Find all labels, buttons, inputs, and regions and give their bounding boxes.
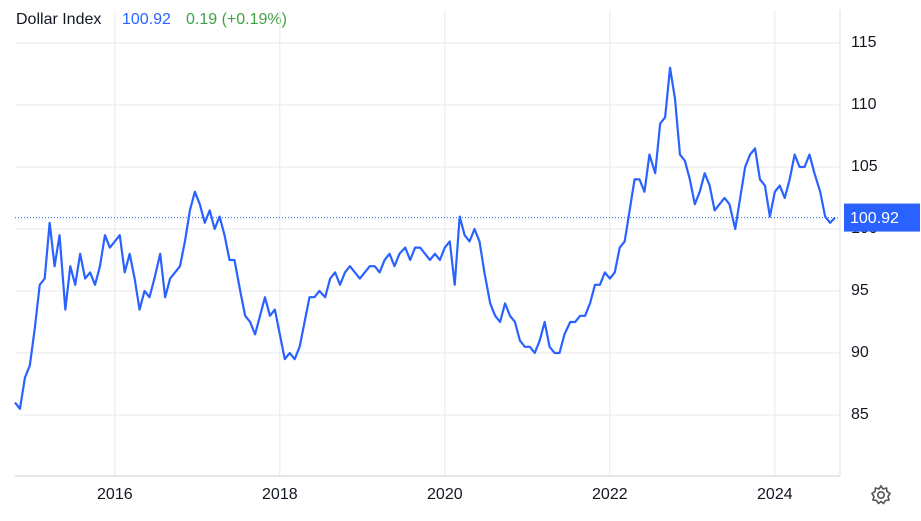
x-tick-label: 2020 [427,486,463,503]
title-change: 0.19 (+0.19%) [186,11,287,28]
y-tick-label: 105 [851,158,878,175]
x-tick-label: 2018 [262,486,298,503]
last-value-box [844,203,920,232]
x-tick-label: 2016 [97,486,133,503]
x-tick-label: 2022 [592,486,628,503]
y-tick-label: 90 [851,344,869,361]
y-tick-label: 115 [851,34,877,51]
y-tick-label: 85 [851,406,869,423]
y-tick-label: 110 [851,96,877,113]
y-tick-label: 95 [851,282,869,299]
data-line [14,66,836,410]
last-value-label: 100.92 [850,210,899,227]
x-tick-label: 2024 [757,486,793,503]
title-value: 100.92 [122,11,171,28]
settings-icon[interactable] [870,484,892,505]
grid [15,10,840,476]
chart-title: Dollar Index [16,11,101,28]
